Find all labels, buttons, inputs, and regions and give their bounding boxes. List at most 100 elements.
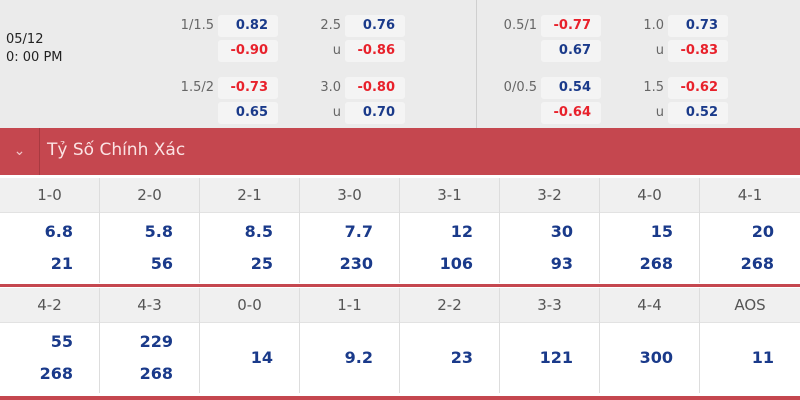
score-label: AOS (700, 288, 800, 323)
odds-value[interactable]: 121 (539, 348, 573, 367)
over-under-line: 3.0 (320, 80, 341, 95)
score-odds[interactable]: 15 268 (600, 213, 699, 283)
odds-button[interactable]: -0.62 (668, 77, 728, 99)
over-under-line: 2.5 (320, 18, 341, 33)
score-cell[interactable]: 3-2 30 93 (500, 178, 600, 283)
odds-value[interactable]: 15 (650, 222, 673, 241)
score-label: 4-3 (100, 288, 199, 323)
odds-value[interactable]: 9.2 (344, 348, 373, 367)
score-label: 0-0 (200, 288, 299, 323)
odds-button[interactable]: -0.90 (218, 40, 278, 62)
score-odds[interactable]: 55 268 (0, 323, 99, 393)
odds-button[interactable]: 0.54 (541, 77, 601, 99)
under-label: u (332, 105, 341, 120)
score-cell[interactable]: 3-0 7.7 230 (300, 178, 400, 283)
row-separator (0, 284, 800, 287)
score-cell[interactable]: 2-2 23 (400, 288, 500, 393)
score-cell[interactable]: 2-0 5.8 56 (100, 178, 200, 283)
over-under-line: 1.5 (643, 80, 664, 95)
odds-button[interactable]: -0.80 (345, 77, 405, 99)
odds-value[interactable]: 5.8 (144, 222, 173, 241)
odds-value[interactable]: 55 (50, 332, 73, 351)
section-header-correct-score[interactable]: ⌄ Tỷ Số Chính Xác (0, 128, 800, 175)
score-cell[interactable]: 4-0 15 268 (600, 178, 700, 283)
score-odds[interactable]: 300 (600, 323, 699, 393)
score-odds[interactable]: 9.2 (300, 323, 399, 393)
match-time: 0: 00 PM (6, 50, 63, 65)
score-row-1: 1-0 6.8 21 2-0 5.8 56 2-1 8.5 25 3-0 7.7 230 3-1 12 10… (0, 178, 800, 283)
score-odds[interactable]: 7.7 230 (300, 213, 399, 283)
handicap-line: 1/1.5 (180, 18, 214, 33)
odds-value[interactable]: 268 (639, 254, 673, 273)
score-cell[interactable]: 0-0 14 (200, 288, 300, 393)
odds-value[interactable]: 7.7 (344, 222, 373, 241)
score-odds[interactable]: 229 268 (100, 323, 199, 393)
odds-button[interactable]: 0.67 (541, 40, 601, 62)
under-label: u (655, 43, 664, 58)
odds-value[interactable]: 14 (250, 348, 273, 367)
odds-value[interactable]: 30 (550, 222, 573, 241)
match-datetime: 05/12 0: 00 PM (6, 31, 63, 67)
score-label: 2-0 (100, 178, 199, 213)
odds-button[interactable]: -0.73 (218, 77, 278, 99)
odds-value[interactable]: 25 (250, 254, 273, 273)
score-label: 3-1 (400, 178, 499, 213)
odds-button[interactable]: 0.82 (218, 15, 278, 37)
score-label: 2-1 (200, 178, 299, 213)
handicap-line: 1.5/2 (180, 80, 214, 95)
odds-value[interactable]: 23 (450, 348, 473, 367)
odds-panel: 05/12 0: 00 PM 1/1.5 0.82 -0.90 2.5 u 0.76 -0.… (0, 0, 800, 128)
odds-value[interactable]: 56 (150, 254, 173, 273)
match-date: 05/12 (6, 32, 44, 47)
odds-value[interactable]: 93 (550, 254, 573, 273)
score-odds[interactable]: 14 (200, 323, 299, 393)
score-odds[interactable]: 20 268 (700, 213, 800, 283)
score-cell[interactable]: 3-3 121 (500, 288, 600, 393)
score-cell[interactable]: 4-4 300 (600, 288, 700, 393)
score-label: 1-0 (0, 178, 99, 213)
odds-value[interactable]: 230 (339, 254, 373, 273)
score-label: 4-4 (600, 288, 699, 323)
score-odds[interactable]: 121 (500, 323, 599, 393)
odds-value[interactable]: 268 (39, 364, 73, 383)
score-cell[interactable]: 4-3 229 268 (100, 288, 200, 393)
score-odds[interactable]: 6.8 21 (0, 213, 99, 283)
chevron-down-icon[interactable]: ⌄ (0, 128, 40, 175)
odds-button[interactable]: -0.64 (541, 102, 601, 124)
odds-button[interactable]: 0.65 (218, 102, 278, 124)
score-cell[interactable]: 1-1 9.2 (300, 288, 400, 393)
odds-button[interactable]: 0.70 (345, 102, 405, 124)
odds-button[interactable]: 0.52 (668, 102, 728, 124)
odds-value[interactable]: 11 (751, 348, 774, 367)
score-cell[interactable]: 4-1 20 268 (700, 178, 800, 283)
score-odds[interactable]: 12 106 (400, 213, 499, 283)
score-label: 4-1 (700, 178, 800, 213)
score-cell[interactable]: 1-0 6.8 21 (0, 178, 100, 283)
divider (476, 0, 477, 128)
odds-value[interactable]: 6.8 (44, 222, 73, 241)
score-odds[interactable]: 11 (700, 323, 800, 393)
odds-button[interactable]: -0.83 (668, 40, 728, 62)
score-cell[interactable]: 3-1 12 106 (400, 178, 500, 283)
odds-button[interactable]: -0.86 (345, 40, 405, 62)
score-cell[interactable]: 4-2 55 268 (0, 288, 100, 393)
odds-value[interactable]: 229 (139, 332, 173, 351)
score-odds[interactable]: 8.5 25 (200, 213, 299, 283)
odds-value[interactable]: 300 (639, 348, 673, 367)
score-cell[interactable]: AOS 11 (700, 288, 800, 393)
odds-button[interactable]: 0.76 (345, 15, 405, 37)
score-odds[interactable]: 23 (400, 323, 499, 393)
score-odds[interactable]: 30 93 (500, 213, 599, 283)
odds-button[interactable]: -0.77 (541, 15, 601, 37)
odds-value[interactable]: 268 (740, 254, 774, 273)
odds-value[interactable]: 12 (450, 222, 473, 241)
odds-value[interactable]: 21 (50, 254, 73, 273)
score-cell[interactable]: 2-1 8.5 25 (200, 178, 300, 283)
odds-value[interactable]: 106 (439, 254, 473, 273)
odds-button[interactable]: 0.73 (668, 15, 728, 37)
odds-value[interactable]: 20 (751, 222, 774, 241)
odds-value[interactable]: 8.5 (244, 222, 273, 241)
score-label: 3-3 (500, 288, 599, 323)
odds-value[interactable]: 268 (139, 364, 173, 383)
score-odds[interactable]: 5.8 56 (100, 213, 199, 283)
